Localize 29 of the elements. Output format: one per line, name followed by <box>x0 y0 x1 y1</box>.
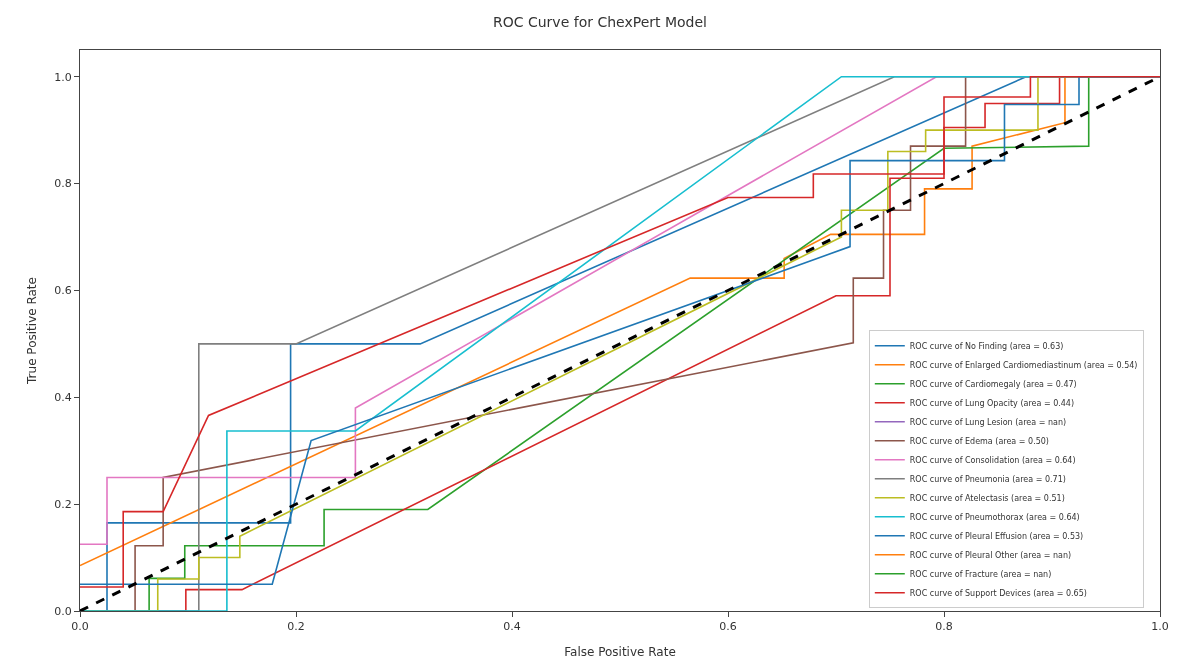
legend-label: ROC curve of Fracture (area = nan) <box>909 569 1052 579</box>
legend-label: ROC curve of Pneumothorax (area = 0.64) <box>909 512 1080 522</box>
y-tick-label: 0.4 <box>54 391 72 405</box>
legend-label: ROC curve of Atelectasis (area = 0.51) <box>909 493 1065 503</box>
legend-label: ROC curve of Lung Lesion (area = nan) <box>909 417 1067 427</box>
x-tick-label: 0.6 <box>719 620 737 634</box>
legend-label: ROC curve of Cardiomegaly (area = 0.47) <box>909 379 1077 389</box>
legend-label: ROC curve of Edema (area = 0.50) <box>909 436 1049 446</box>
y-tick-label: 0.0 <box>54 604 72 618</box>
x-tick-label: 1.0 <box>1151 620 1169 634</box>
legend-label: ROC curve of Pleural Effusion (area = 0.53) <box>909 531 1084 541</box>
x-tick-label: 0.8 <box>935 620 953 634</box>
y-tick-label: 0.8 <box>54 177 72 191</box>
y-tick-label: 0.2 <box>54 497 72 511</box>
chart-title: ROC Curve for ChexPert Model <box>492 13 708 30</box>
y-tick-label: 0.6 <box>54 284 72 298</box>
x-tick-label: 0.4 <box>503 620 521 634</box>
x-tick-label: 0.2 <box>287 620 305 634</box>
legend-label: ROC curve of Pneumonia (area = 0.71) <box>909 474 1066 484</box>
y-axis-title: True Positive Rate <box>24 277 39 385</box>
legend-label: ROC curve of Lung Opacity (area = 0.44) <box>909 398 1075 408</box>
legend-label: ROC curve of Consolidation (area = 0.64) <box>909 455 1076 465</box>
x-tick-label: 0.0 <box>71 620 89 634</box>
y-tick-label: 1.0 <box>54 70 72 84</box>
legend-label: ROC curve of No Finding (area = 0.63) <box>909 341 1064 351</box>
legend-label: ROC curve of Enlarged Cardiomediastinum (area = 0.54) <box>909 360 1138 370</box>
legend-label: ROC curve of Pleural Other (area = nan) <box>909 550 1072 560</box>
legend-label: ROC curve of Support Devices (area = 0.65) <box>909 588 1087 598</box>
x-axis-title: False Positive Rate <box>564 645 676 660</box>
